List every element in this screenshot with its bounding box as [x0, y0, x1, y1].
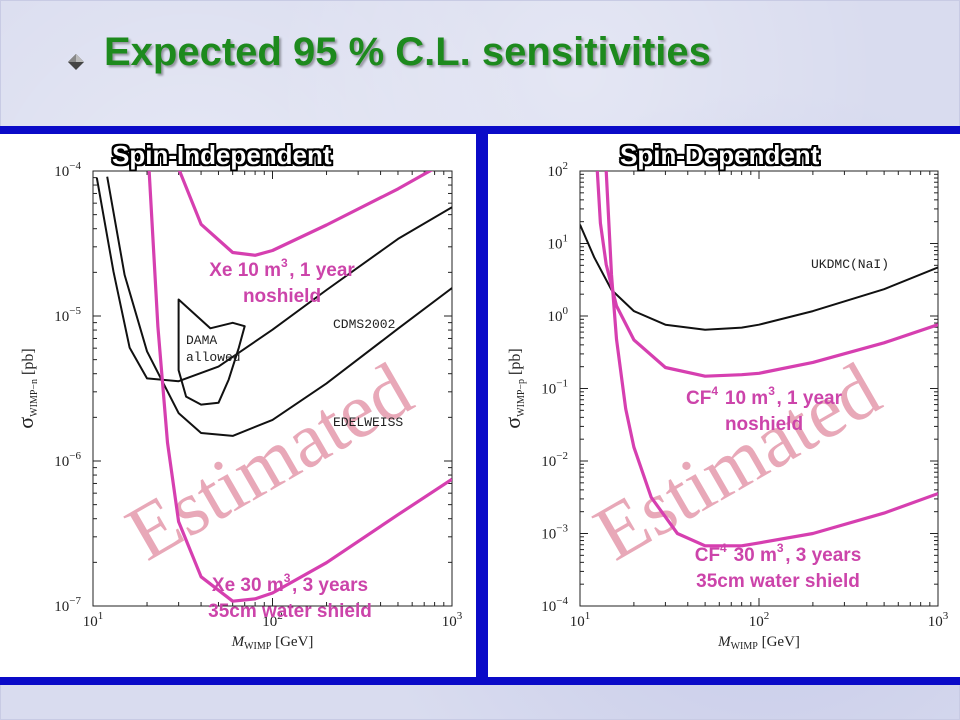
- y-tick-label: 10−5: [54, 305, 81, 325]
- y-tick-label: 10−4: [54, 160, 81, 180]
- projection-annotation: Xe 10 m3 , 1 year: [209, 256, 355, 281]
- y-tick-label: 10−3: [541, 523, 568, 543]
- series-line-ukdmc-nai-: [580, 224, 938, 331]
- series-group: [95, 171, 452, 603]
- y-tick-label: 10−6: [54, 450, 81, 470]
- spin-independent-heading: Spin-Independent: [112, 140, 332, 170]
- projection-annotation: 35cm water shield: [208, 601, 372, 622]
- y-tick-label: 10−7: [54, 595, 81, 615]
- series-line-cdms2002: [95, 177, 452, 383]
- series-line-edelweiss: [106, 176, 452, 437]
- tick-marks: [579, 171, 938, 607]
- x-tick-label: 103: [928, 610, 949, 630]
- series-line-xe-30-m3-3-years-35cm-water-shield: [147, 171, 452, 603]
- projection-annotation: 35cm water shield: [696, 571, 860, 592]
- projection-annotation: Xe 30 m3 , 3 years: [212, 571, 368, 596]
- series-line-dama-allowed: [177, 298, 246, 406]
- series-line-cf4-30-m3-3-years-35cm-water-shield: [604, 171, 938, 548]
- spin-dependent-panel: Estimated 101 102 103 10−4 10−3 10−2 10−1 100 101…: [488, 134, 960, 677]
- y-axis-label: σWIMP−p [pb]: [500, 348, 527, 428]
- watermark-text: Estimated: [580, 345, 894, 576]
- x-axis-label: MWIMP [GeV]: [717, 634, 800, 652]
- x-axis-label: MWIMP [GeV]: [231, 634, 314, 652]
- curve-label: EDELWEISS: [333, 415, 403, 430]
- x-tick-label: 101: [83, 610, 104, 630]
- series-group: [580, 171, 938, 548]
- y-tick-label: 100: [548, 305, 569, 325]
- x-tick-label: 103: [442, 610, 463, 630]
- spin-dependent-heading: Spin-Dependent: [620, 140, 820, 170]
- tick-marks: [92, 171, 452, 607]
- slide-title: Expected 95 % C.L. sensitivities: [104, 30, 711, 74]
- x-tick-label: 101: [570, 610, 591, 630]
- curve-label: DAMA: [186, 333, 217, 348]
- diamond-bullet-icon: [68, 54, 84, 70]
- x-tick-label: 102: [749, 610, 770, 630]
- y-tick-label: 10−1: [541, 378, 568, 398]
- spin-dependent-chart: Estimated 101 102 103 10−4 10−3 10−2 10−1 100 101…: [500, 160, 949, 652]
- y-tick-label: 10−4: [541, 595, 568, 615]
- curve-label: allowed: [186, 350, 241, 365]
- series-line-cf4-10-m3-1-year-noshield: [595, 171, 938, 378]
- y-axis-label: σWIMP−n [pb]: [13, 348, 40, 428]
- projection-annotation: CF4 30 m3 , 3 years: [695, 541, 862, 566]
- y-tick-label: 102: [548, 160, 569, 180]
- spin-independent-panel: Estimated 101 102 103 10−7 10−6 10−5 10−4 MWIMP …: [0, 134, 476, 677]
- curve-label: CDMS2002: [333, 317, 395, 332]
- projection-annotation: noshield: [243, 286, 321, 307]
- series-line-xe-10-m3-1-year-noshield: [177, 171, 434, 257]
- y-tick-label: 10−2: [541, 450, 568, 470]
- y-tick-label: 101: [548, 233, 569, 253]
- projection-annotation: noshield: [725, 414, 803, 435]
- center-divider-band: [476, 126, 488, 685]
- x-tick-label: 102: [262, 610, 283, 630]
- curve-label: UKDMC(NaI): [811, 257, 889, 272]
- projection-annotation: CF4 10 m3 , 1 year: [686, 384, 843, 409]
